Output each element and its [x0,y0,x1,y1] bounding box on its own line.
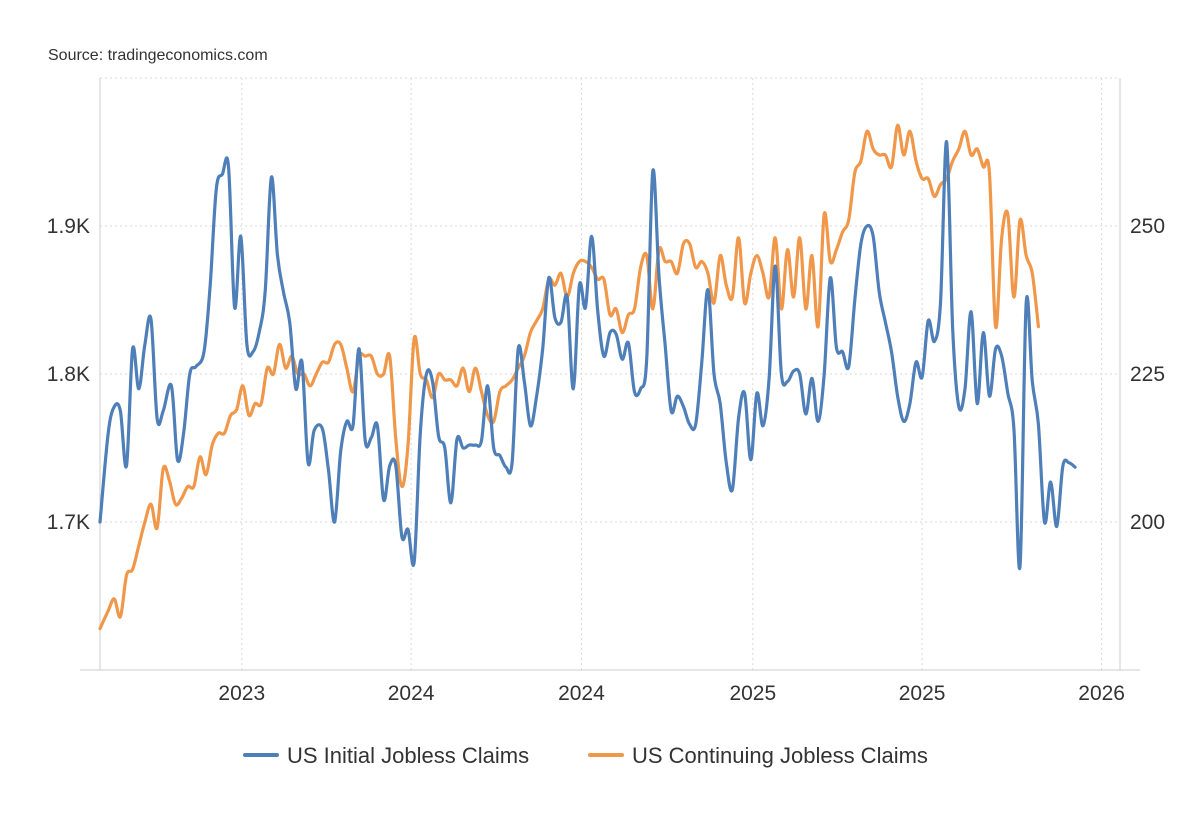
source-label: Source: tradingeconomics.com [48,47,268,64]
series [98,123,1077,631]
legend-label: US Initial Jobless Claims [287,743,529,768]
x-tick-label: 2023 [218,682,265,705]
y-right-tick-label: 250 [1130,215,1165,238]
legend-item-continuing-claims[interactable]: US Continuing Jobless Claims [588,743,928,768]
x-tick-label: 2024 [558,682,605,705]
y-left-tick-label: 1.7K [47,511,90,534]
legend-label: US Continuing Jobless Claims [632,743,928,768]
series-line-continuing-claims [98,123,1040,631]
axes [80,78,1140,671]
y-right-tick-label: 200 [1130,511,1165,534]
series-line-initial-claims [98,139,1077,571]
y-right-tick-label: 225 [1130,363,1165,386]
x-tick-label: 2024 [388,682,435,705]
x-tick-label: 2026 [1078,682,1125,705]
tick-labels: 1.7K 1.8K 1.9K 200 225 250 2023 2024 2024 2025 202… [47,215,1165,705]
y-left-tick-label: 1.8K [47,363,90,386]
legend[interactable]: US Initial Jobless Claims US Continuing J… [243,743,928,768]
x-tick-label: 2025 [729,682,776,705]
x-tick-label: 2025 [899,682,946,705]
y-left-tick-label: 1.9K [47,215,90,238]
legend-item-initial-claims[interactable]: US Initial Jobless Claims [243,743,529,768]
